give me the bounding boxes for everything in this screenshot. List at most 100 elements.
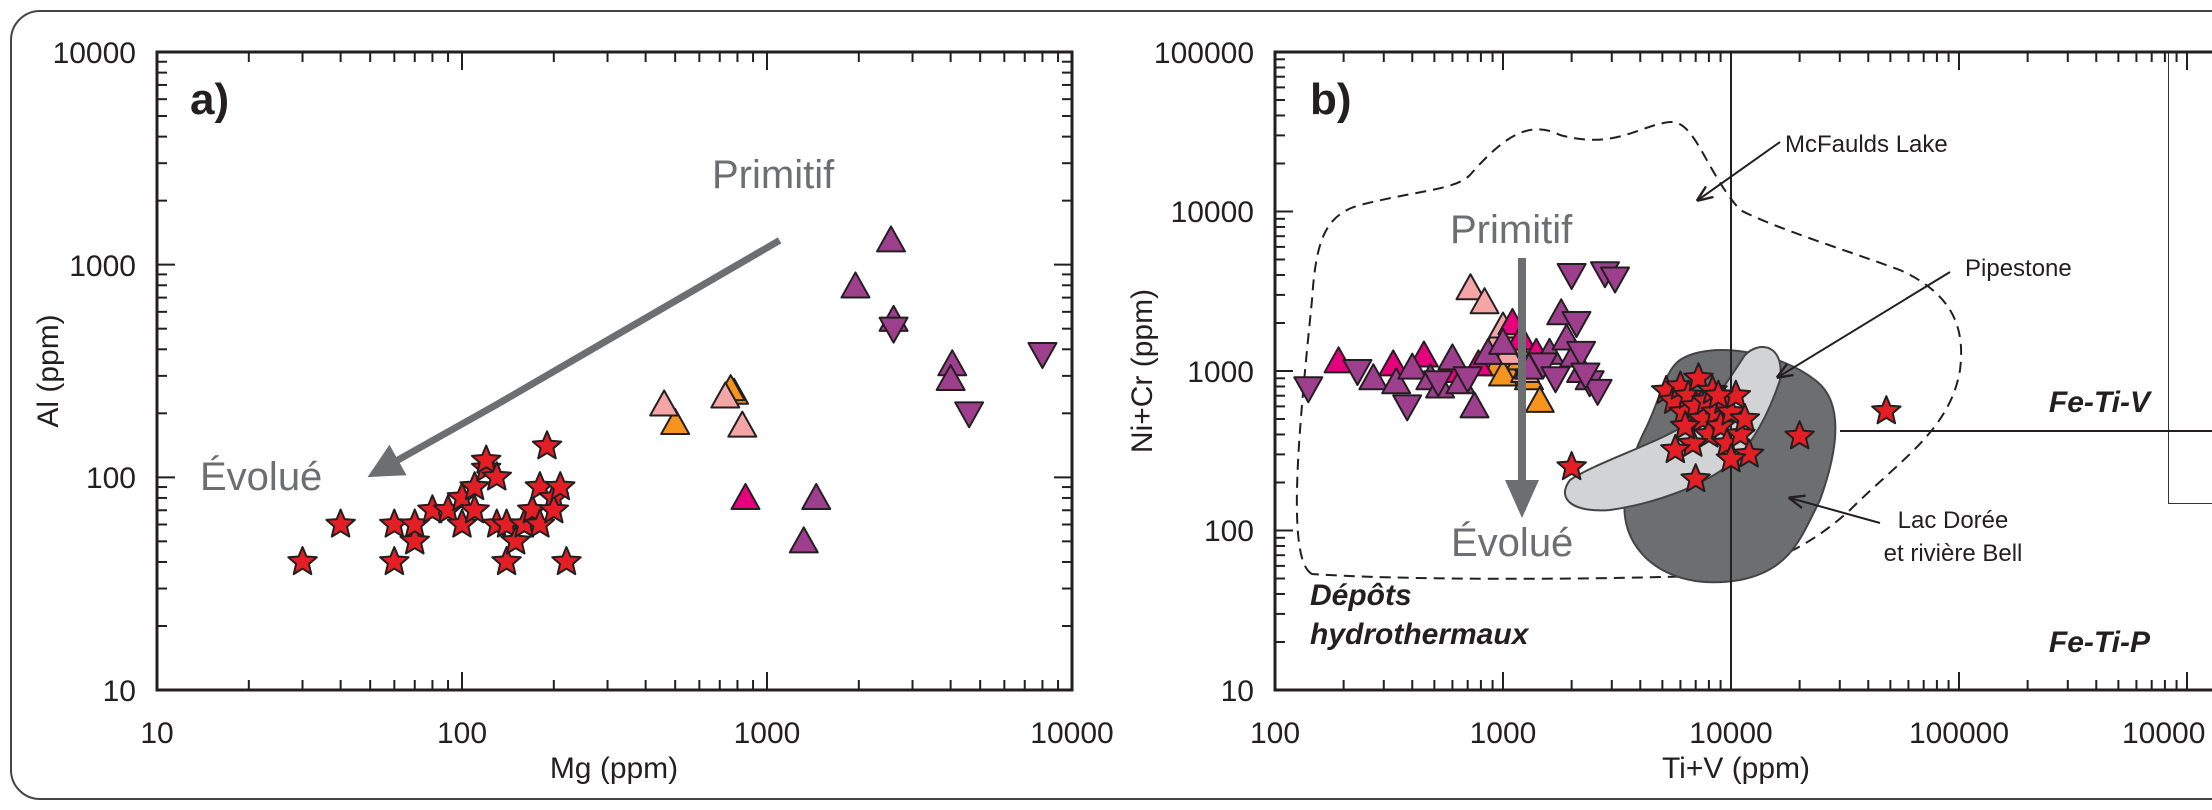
panel-b-triangle-down-point (1566, 340, 1597, 368)
panel-b-star-point (1729, 403, 1761, 433)
panel-b-triangle-down-point (1452, 366, 1483, 394)
panel-b-triangle-down-point (1582, 378, 1613, 406)
panel-a-trend (367, 237, 782, 478)
panel-b-y-tick-label: 10000 (1171, 196, 1254, 229)
panel-b-triangle-up-point (1381, 367, 1412, 395)
figure-frame (10, 10, 2212, 800)
panel-a-star-point (446, 508, 478, 538)
panel-b-triangle-up-point (1358, 363, 1389, 391)
panel-a-ticks (156, 51, 1073, 691)
panel-b-x-axis-label: Ti+V (ppm) (1662, 752, 1810, 785)
panel-b-x-tick-label: 100000 (1909, 717, 2009, 750)
panel-b-triangle-down-point (1392, 394, 1423, 422)
panel-a-triangle-up-point (730, 482, 761, 510)
panel-a-x-axis-label: Mg (ppm) (550, 752, 678, 785)
panel-a-star-point (538, 494, 570, 524)
panel-a-trend-start-label: Primitif (712, 153, 835, 197)
panel-a-y-tick-label: 10000 (53, 37, 136, 70)
panel-b-y-tick-label: 100 (1204, 515, 1254, 548)
panel-b-triangle-up-point (1437, 343, 1468, 371)
lac-doree-label: Lac Dorée (1898, 507, 2009, 534)
panel-a-x-tick-label: 100 (437, 717, 487, 750)
panel-a-x-tick-label: 10000 (1030, 717, 1113, 750)
panel-a-triangle-up-point (875, 225, 906, 253)
panel-a-star-point (500, 525, 531, 555)
pipestone-leader (1778, 271, 1951, 377)
panel-a-triangle-up-point (788, 526, 819, 554)
panel-a-points (287, 225, 1058, 576)
panel-b-x-tick-label: 1000 (1470, 717, 1537, 750)
panel-a-star-point (325, 508, 356, 538)
panel-b-star-point (1660, 433, 1691, 464)
panel-a-triangle-up-point (710, 381, 741, 409)
panel-a-star-point (531, 430, 563, 460)
panel-a-triangle-down-point (954, 401, 985, 429)
fe-ti-p-label: Fe-Ti-P (2049, 626, 2151, 659)
hydrothermal-label-line2: hydrothermaux (1310, 618, 1530, 651)
panel-b-triangle-up-point (1488, 359, 1518, 387)
panel-b-triangle-up-point (1488, 327, 1518, 355)
panel-b-star-point (1871, 395, 1902, 425)
panel-b-star-point (1556, 451, 1587, 481)
panel-b-star-point (1703, 379, 1734, 409)
panel-b-y-tick-label: 100000 (1154, 37, 1254, 70)
panel-b-triangle-down-point (1293, 376, 1324, 404)
panel-b-star-point (1683, 362, 1714, 392)
hydrothermal-label-line1: Dépôts (1310, 579, 1412, 612)
legend-box (2168, 52, 2212, 504)
panel-a-star-point (399, 525, 430, 555)
panel-a-label: a) (190, 75, 229, 124)
panel-b-triangle-down-point (1423, 370, 1454, 398)
panel-a-star-point (481, 461, 512, 491)
panel-a-y-tick-label: 1000 (69, 250, 136, 283)
panel-b-x-tick-label: 100 (1250, 717, 1300, 750)
mcfaulds-lake-label: McFaulds Lake (1785, 131, 1948, 158)
panel-b-frame (1273, 50, 2212, 692)
fe-ti-v-label: Fe-Ti-V (2049, 386, 2153, 419)
panel-b-star-point (1680, 463, 1711, 493)
panel-b-y-tick-label: 1000 (1187, 356, 1254, 389)
pipestone-label: Pipestone (1965, 255, 2072, 282)
panel-a-triangle-up-point (935, 363, 966, 391)
panel-b-points (1293, 261, 1902, 493)
panel-b-x-tick-label: 10000 (1689, 717, 1772, 750)
panel-a-star-point (459, 471, 490, 501)
panel-a-triangle-up-point (649, 389, 680, 417)
panel-a-triangle-up-point (840, 271, 871, 299)
panel-b-triangle-down-point (1342, 359, 1373, 386)
panel-a-trend-end-label: Évolué (200, 454, 322, 499)
panel-a-y-tick-label: 10 (103, 675, 136, 708)
panel-b-triangle-up-point (1524, 385, 1555, 413)
panel-a-triangle-down-point (878, 316, 909, 344)
panel-b-trend-end-label: Évolué (1451, 520, 1573, 565)
panel-a: a) Primitif Évolué 10 100 1000 10000 10 … (32, 37, 1114, 785)
panel-b-star-point (1670, 410, 1701, 440)
panel-a-x-tick-label: 1000 (734, 717, 801, 750)
panel-a-trend-arrow (367, 237, 782, 478)
panel-a-triangle-up-point (660, 408, 691, 436)
panel-b-ticks (1274, 51, 2188, 691)
panel-a-y-tick-label: 100 (86, 462, 136, 495)
panel-b-fields (1295, 120, 1963, 584)
panel-b: b) Primitif Évolué McFaulds Lake Pipesto… (1126, 37, 2212, 785)
panel-a-y-axis-label: Al (ppm) (32, 314, 65, 427)
panel-b-y-axis-label: Ni+Cr (ppm) (1126, 289, 1159, 453)
panel-b-triangle-down-point (1570, 362, 1601, 390)
panel-b-triangle-down-point (1528, 352, 1559, 380)
panel-b-triangle-down-point (1561, 310, 1592, 338)
panel-b-triangle-up-point (1397, 352, 1428, 380)
panel-a-star-point (491, 546, 522, 576)
panel-b-triangle-down-point (1540, 366, 1571, 394)
panel-b-trend-arrowhead (1505, 480, 1539, 518)
panel-b-triangle-up-point (1459, 391, 1490, 419)
panel-b-star-point (1784, 420, 1815, 450)
panel-a-star-point (470, 444, 502, 474)
panel-b-triangle-down-point (1600, 266, 1631, 294)
panel-b-trend-start-label: Primitif (1450, 208, 1573, 252)
panel-a-star-point (551, 546, 582, 576)
panel-b-triangle-up-point (1455, 273, 1486, 301)
panel-b-label: b) (1310, 75, 1352, 124)
panel-a-star-point (459, 494, 490, 524)
panel-a-star-point (287, 546, 318, 576)
panel-a-triangle-up-point (801, 482, 832, 510)
